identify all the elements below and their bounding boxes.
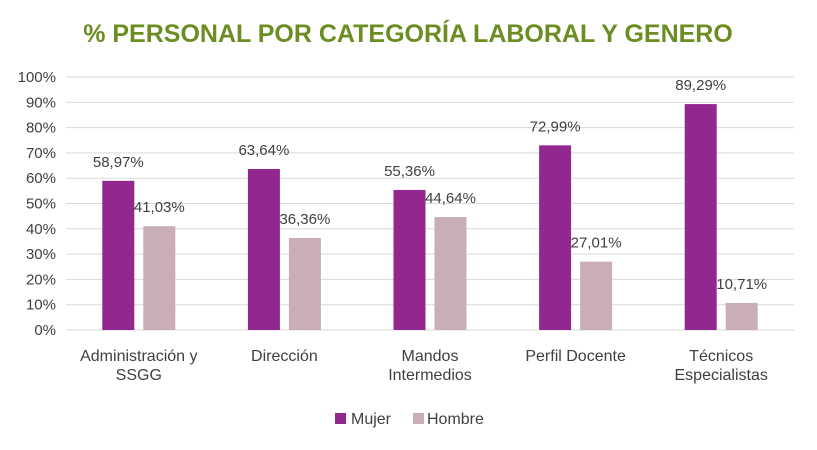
x-tick-label: Dirección	[251, 348, 318, 365]
x-tick-label: Perfil Docente	[525, 348, 626, 365]
bar-hombre	[434, 217, 467, 330]
data-label: 63,64%	[238, 142, 289, 159]
data-label: 41,03%	[134, 199, 185, 216]
bar-mujer	[539, 145, 572, 330]
x-axis-ticks: Administración y SSGG Dirección Mandos Inter…	[80, 348, 768, 384]
bar-mujer	[102, 180, 135, 330]
bar-hombre	[288, 238, 321, 330]
y-axis-ticks: 0% 10% 20% 30% 40% 50% 60% 70% 80% 90% 100%	[18, 69, 56, 339]
bar-hombre	[725, 302, 758, 330]
data-label: 10,71%	[716, 276, 767, 293]
y-tick-label: 70%	[26, 145, 56, 162]
y-tick-label: 80%	[26, 120, 56, 137]
y-tick-label: 10%	[26, 297, 56, 314]
data-labels: 58,97% 41,03% 63,64% 36,36% 55,36% 44,64% 72,9…	[93, 77, 767, 293]
bars	[102, 104, 758, 330]
gridlines	[66, 76, 794, 331]
y-tick-label: 100%	[18, 69, 56, 86]
y-tick-label: 60%	[26, 170, 56, 187]
data-label: 89,29%	[675, 77, 726, 94]
x-tick-label: Técnicos Especialistas	[675, 348, 768, 384]
y-tick-label: 30%	[26, 246, 56, 263]
data-label: 55,36%	[384, 163, 435, 180]
x-tick-label: Mandos Intermedios	[388, 348, 472, 384]
bar-hombre	[143, 226, 176, 330]
y-tick-label: 0%	[34, 322, 56, 339]
legend-swatch-mujer	[335, 413, 346, 424]
y-tick-label: 40%	[26, 221, 56, 238]
legend: Mujer Hombre	[335, 411, 484, 428]
y-tick-label: 20%	[26, 271, 56, 288]
y-tick-label: 50%	[26, 196, 56, 213]
chart-title: % PERSONAL POR CATEGORÍA LABORAL Y GENER…	[83, 19, 733, 48]
x-tick-label: Administración y SSGG	[80, 348, 197, 384]
legend-swatch-hombre	[413, 413, 424, 424]
data-label: 27,01%	[571, 235, 622, 252]
bar-hombre	[580, 261, 613, 330]
bar-mujer	[393, 189, 426, 330]
bar-mujer	[247, 168, 280, 330]
data-label: 72,99%	[530, 118, 581, 135]
data-label: 36,36%	[279, 211, 330, 228]
data-label: 44,64%	[425, 190, 476, 207]
y-tick-label: 90%	[26, 94, 56, 111]
data-label: 58,97%	[93, 154, 144, 171]
legend-label-mujer: Mujer	[351, 411, 392, 428]
legend-label-hombre: Hombre	[427, 411, 484, 428]
bar-mujer	[684, 104, 717, 330]
